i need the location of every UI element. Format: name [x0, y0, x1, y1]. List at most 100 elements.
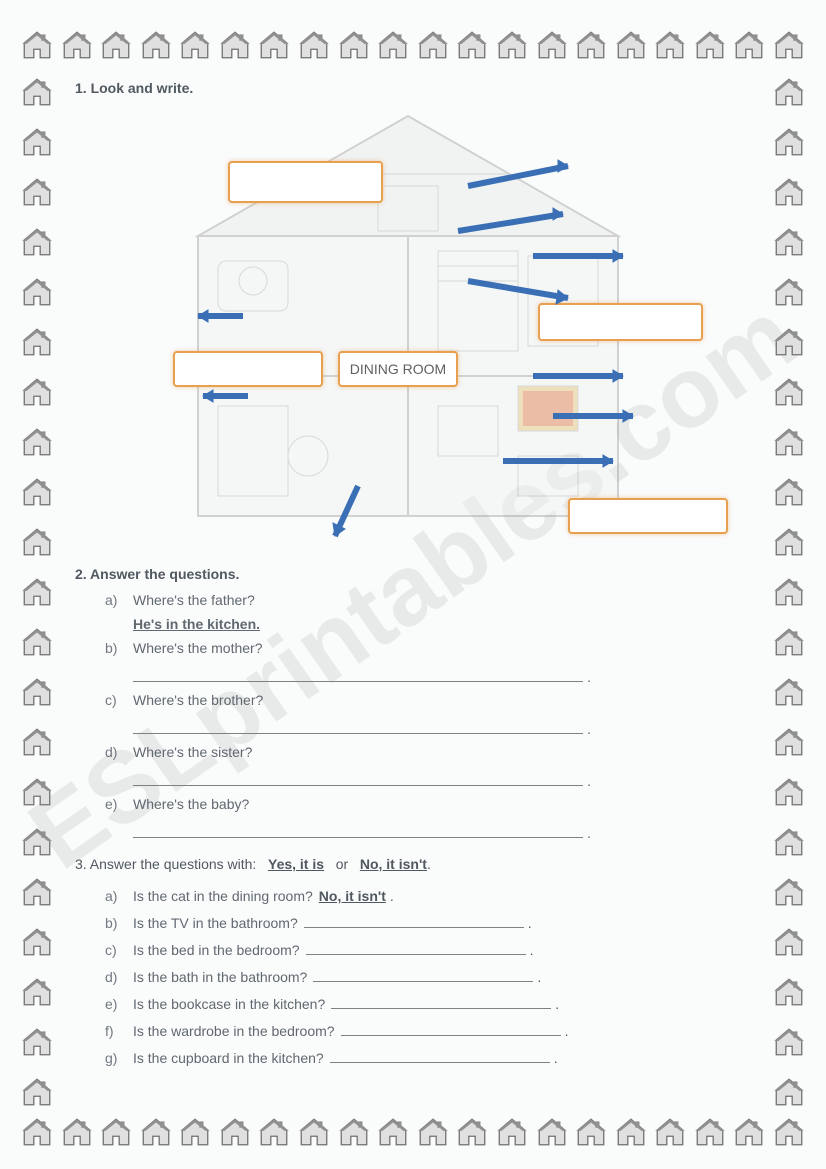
border-right — [772, 75, 806, 1109]
house-border-icon — [20, 1075, 54, 1109]
house-border-icon — [257, 28, 291, 62]
border-top — [20, 28, 806, 62]
house-border-icon — [60, 28, 94, 62]
q-text: Where's the father? — [133, 592, 751, 608]
q3-answer-blank[interactable] — [304, 914, 524, 928]
q3-answer-blank[interactable] — [306, 941, 526, 955]
house-diagram: DINING ROOM — [128, 106, 698, 546]
q3-item: g)Is the cupboard in the kitchen?. — [105, 1049, 751, 1066]
q-letter: d) — [105, 969, 133, 985]
q-letter: c) — [105, 942, 133, 958]
house-border-icon — [297, 28, 331, 62]
house-border-icon — [139, 1115, 173, 1149]
q-letter: c) — [105, 692, 133, 708]
q-letter: a) — [105, 888, 133, 904]
house-border-icon — [139, 28, 173, 62]
section1-title: 1. Look and write. — [75, 80, 751, 96]
q3-answer-blank[interactable] — [331, 995, 551, 1009]
section3-prompt: 3. Answer the questions with: Yes, it is… — [75, 856, 751, 872]
q2-item: a)Where's the father? — [105, 592, 751, 608]
house-border-icon — [772, 28, 806, 62]
house-border-icon — [20, 175, 54, 209]
arrow-4 — [463, 276, 583, 306]
house-border-icon — [416, 1115, 450, 1149]
border-bottom — [20, 1115, 806, 1149]
q3-item: c)Is the bed in the bedroom?. — [105, 941, 751, 958]
q3-answer-blank[interactable] — [341, 1022, 561, 1036]
house-border-icon — [653, 28, 687, 62]
q-text: Where's the sister? — [133, 744, 751, 760]
q2-item: e)Where's the baby? — [105, 796, 751, 812]
house-border-icon — [732, 1115, 766, 1149]
q3-answer-blank[interactable] — [330, 1049, 550, 1063]
arrow-10 — [323, 481, 373, 551]
q-letter: d) — [105, 744, 133, 760]
q-text: Is the bed in the bedroom? — [133, 942, 300, 958]
house-border-icon — [20, 725, 54, 759]
q-letter: f) — [105, 1023, 133, 1039]
house-border-icon — [60, 1115, 94, 1149]
q3-item: a)Is the cat in the dining room?No, it i… — [105, 888, 751, 904]
house-border-icon — [772, 1115, 806, 1149]
house-border-icon — [20, 925, 54, 959]
house-border-icon — [20, 275, 54, 309]
worksheet-page: ESLprintables.com 1. Look and write. — [0, 0, 826, 1169]
house-border-icon — [376, 28, 410, 62]
house-border-icon — [772, 125, 806, 159]
period: . — [565, 1023, 569, 1039]
q2-item: c)Where's the brother? — [105, 692, 751, 708]
house-border-icon — [257, 1115, 291, 1149]
house-border-icon — [535, 1115, 569, 1149]
q2-answer-blank[interactable] — [133, 820, 583, 838]
q3-item: b)Is the TV in the bathroom?. — [105, 914, 751, 931]
house-border-icon — [178, 1115, 212, 1149]
house-border-icon — [20, 975, 54, 1009]
house-border-icon — [337, 1115, 371, 1149]
q2-answer-blank[interactable] — [133, 664, 583, 682]
house-border-icon — [495, 1115, 529, 1149]
q2-answer-blank[interactable] — [133, 716, 583, 734]
house-border-icon — [297, 1115, 331, 1149]
section3-yes: Yes, it is — [268, 856, 324, 872]
section3-list: a)Is the cat in the dining room?No, it i… — [105, 888, 751, 1066]
house-border-icon — [693, 1115, 727, 1149]
content-area: 1. Look and write. — [75, 80, 751, 1099]
q-text: Where's the mother? — [133, 640, 751, 656]
house-border-icon — [772, 675, 806, 709]
section2-title: 2. Answer the questions. — [75, 566, 751, 582]
house-border-icon — [732, 28, 766, 62]
house-border-icon — [20, 875, 54, 909]
q-letter: e) — [105, 796, 133, 812]
arrow-8 — [548, 406, 648, 426]
q3-item: e)Is the bookcase in the kitchen?. — [105, 995, 751, 1012]
house-border-icon — [416, 28, 450, 62]
arrow-9 — [498, 451, 628, 471]
label-box-empty-3[interactable] — [538, 303, 703, 341]
label-box-empty-4[interactable] — [568, 498, 728, 534]
arrow-3 — [528, 246, 638, 266]
q-letter: b) — [105, 915, 133, 931]
house-border-icon — [20, 525, 54, 559]
label-box-empty-1[interactable] — [228, 161, 383, 203]
house-border-icon — [574, 28, 608, 62]
house-border-icon — [772, 975, 806, 1009]
house-border-icon — [772, 875, 806, 909]
house-border-icon — [20, 28, 54, 62]
arrow-2 — [448, 206, 578, 236]
house-border-icon — [574, 1115, 608, 1149]
house-border-icon — [20, 475, 54, 509]
q2-item: b)Where's the mother? — [105, 640, 751, 656]
q3-answer-blank[interactable] — [313, 968, 533, 982]
house-border-icon — [20, 125, 54, 159]
house-border-icon — [772, 225, 806, 259]
house-border-icon — [337, 28, 371, 62]
period: . — [554, 1050, 558, 1066]
q-letter: g) — [105, 1050, 133, 1066]
house-border-icon — [178, 28, 212, 62]
house-border-icon — [218, 28, 252, 62]
house-border-icon — [20, 225, 54, 259]
q2-answer-blank[interactable] — [133, 768, 583, 786]
q-text: Is the wardrobe in the bedroom? — [133, 1023, 335, 1039]
house-border-icon — [772, 275, 806, 309]
label-box-empty-2[interactable] — [173, 351, 323, 387]
